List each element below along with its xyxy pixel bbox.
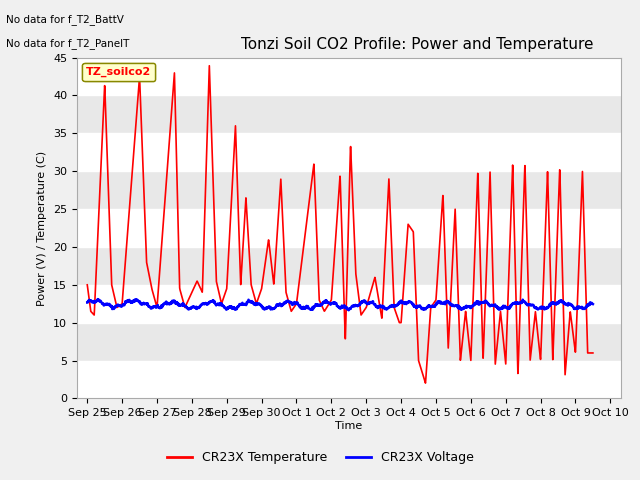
Bar	[77, 360, 621, 398]
Y-axis label: Power (V) / Temperature (C): Power (V) / Temperature (C)	[37, 150, 47, 306]
Legend: CR23X Temperature, CR23X Voltage: CR23X Temperature, CR23X Voltage	[161, 446, 479, 469]
Text: No data for f_T2_PanelT: No data for f_T2_PanelT	[6, 38, 130, 49]
Text: No data for f_T2_BattV: No data for f_T2_BattV	[6, 14, 124, 25]
Bar	[77, 58, 621, 96]
Bar	[77, 171, 621, 209]
Bar	[77, 96, 621, 133]
Text: Tonzi Soil CO2 Profile: Power and Temperature: Tonzi Soil CO2 Profile: Power and Temper…	[241, 37, 593, 52]
Bar	[77, 209, 621, 247]
Bar	[77, 133, 621, 171]
Bar	[77, 323, 621, 360]
Bar	[77, 247, 621, 285]
X-axis label: Time: Time	[335, 421, 362, 431]
Bar	[77, 285, 621, 323]
Legend: TZ_soilco2: TZ_soilco2	[83, 63, 156, 81]
